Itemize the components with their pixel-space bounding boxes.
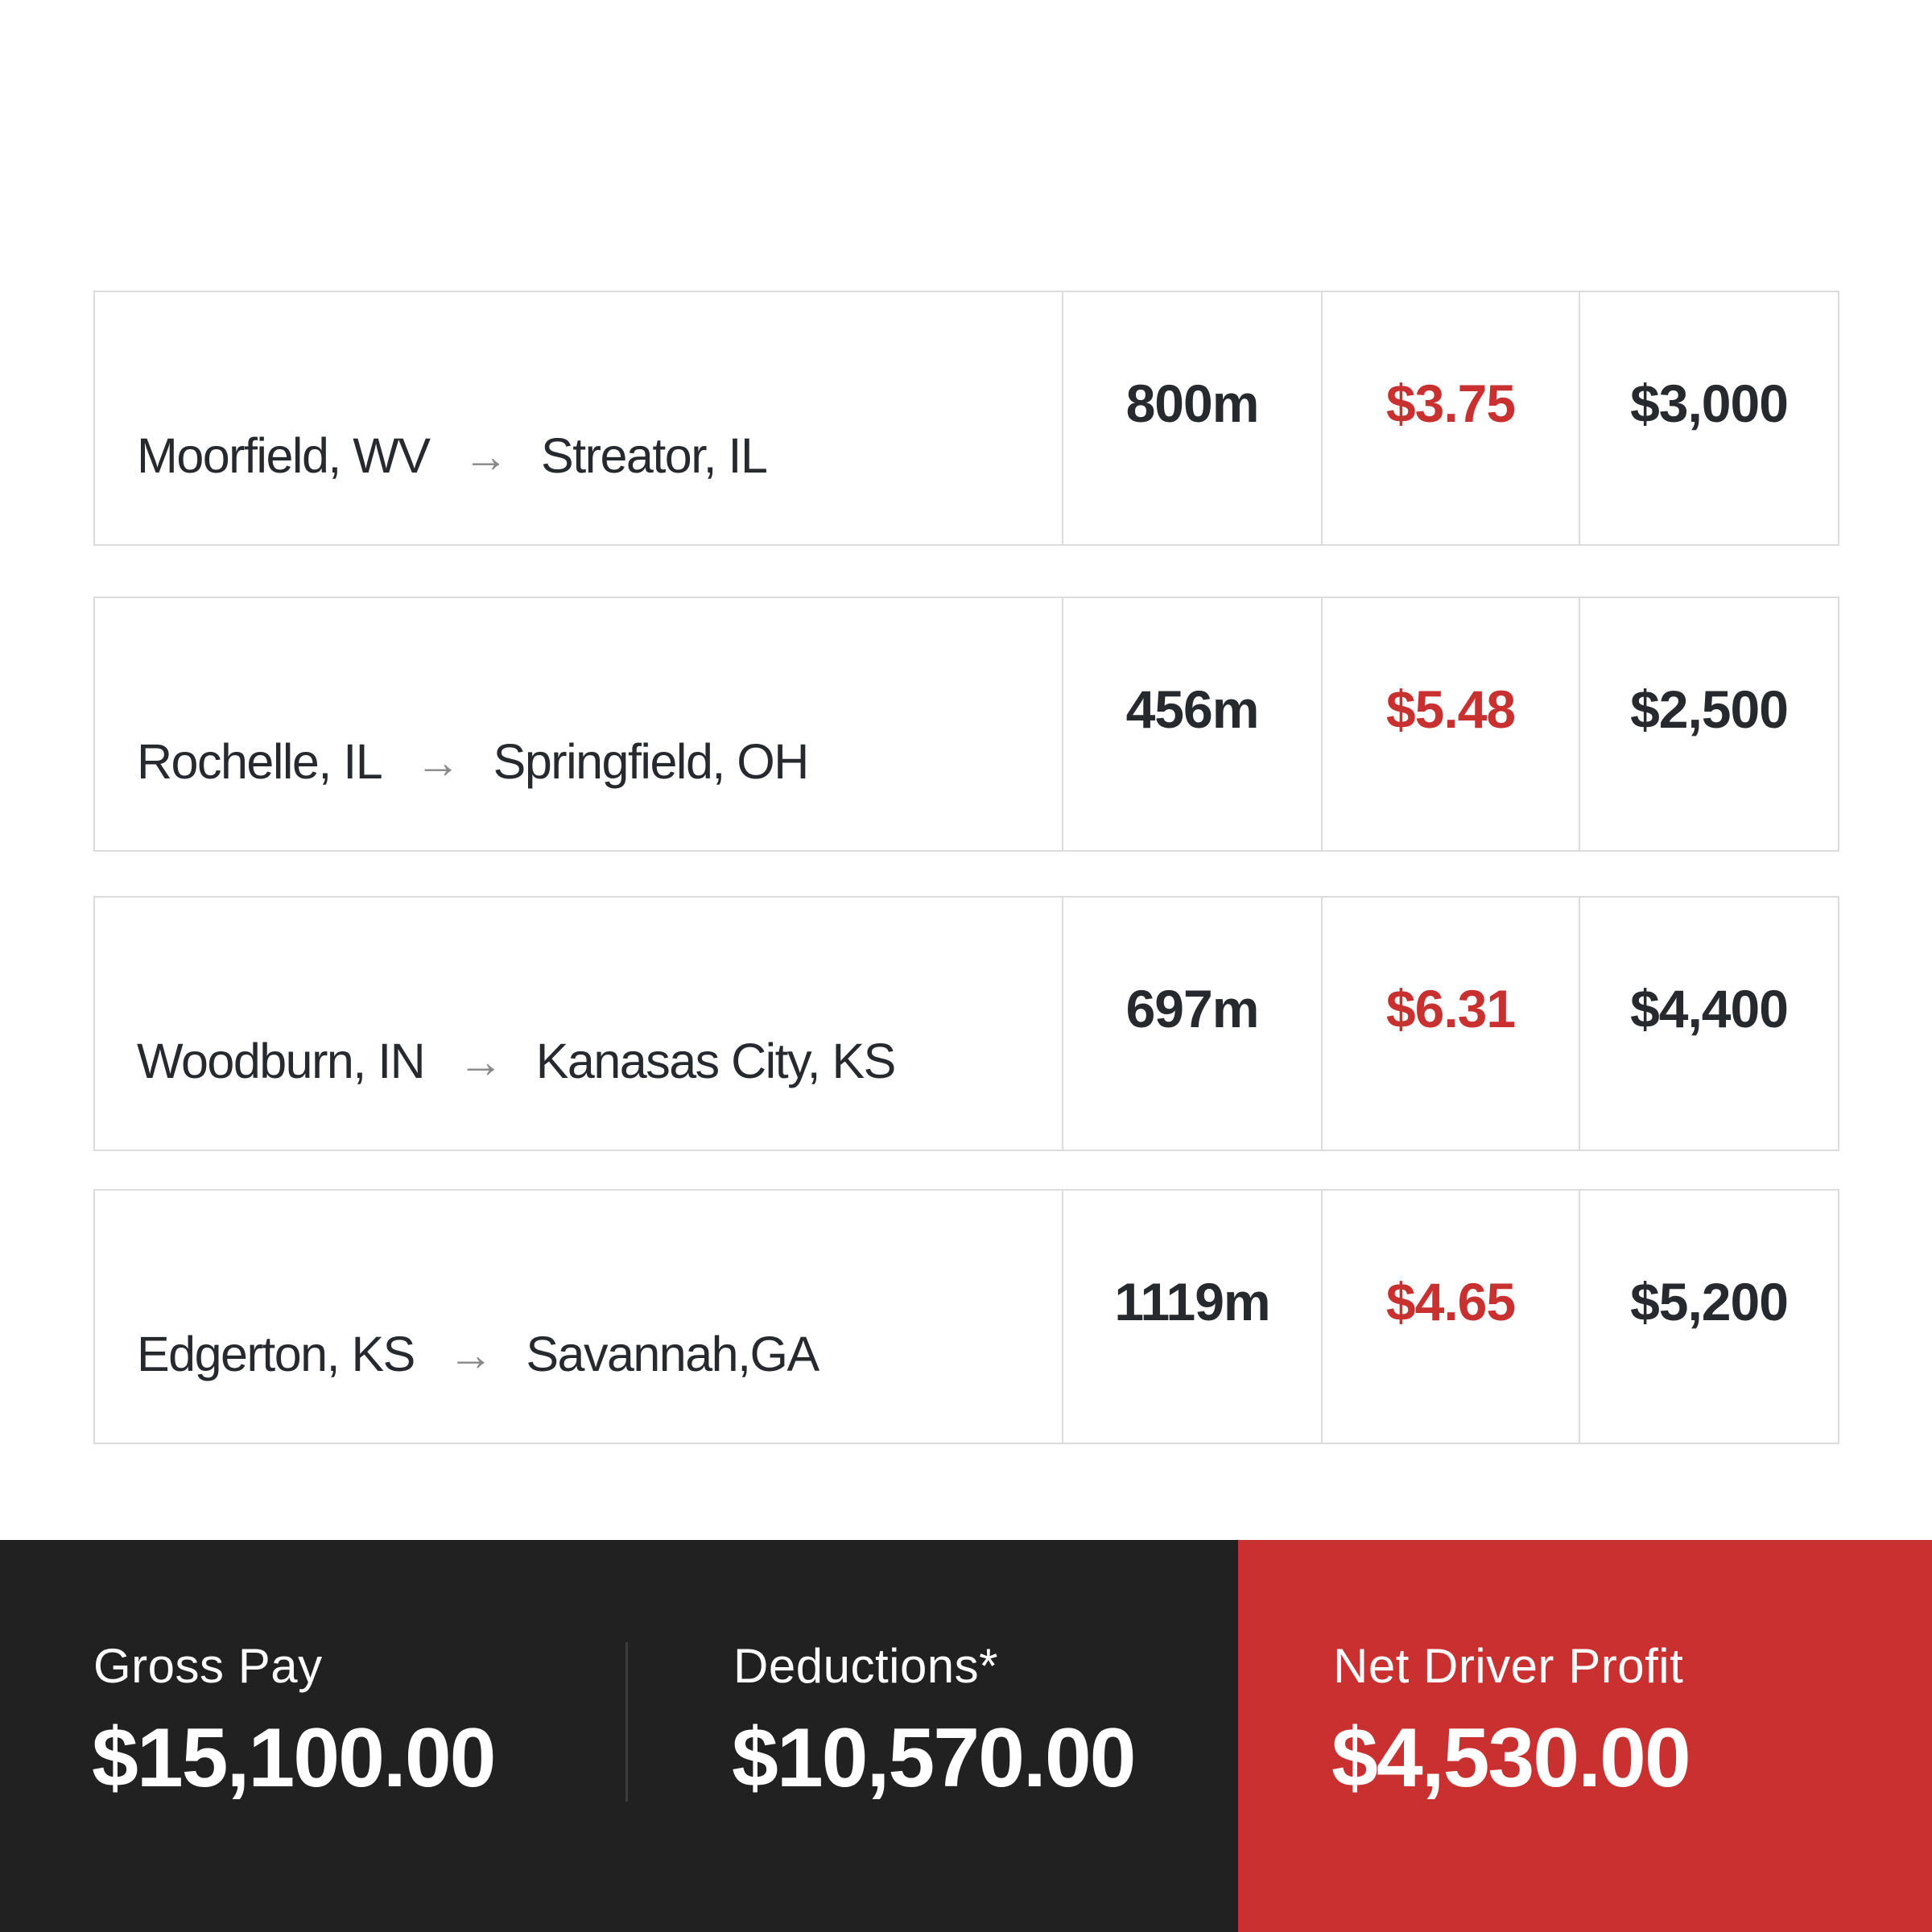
rate-per-mile: $4.65 bbox=[1385, 1272, 1516, 1331]
divider bbox=[625, 1642, 628, 1802]
origin: Edgerton, KS bbox=[137, 1327, 415, 1381]
deductions-value: $10,570.00 bbox=[732, 1711, 1137, 1805]
route: Rochelle, IL → Springfield, OH bbox=[137, 733, 810, 790]
load-pay: $5,200 bbox=[1630, 1272, 1789, 1331]
arrow-right-icon: → bbox=[463, 430, 509, 481]
rate-per-mile: $3.75 bbox=[1385, 374, 1516, 433]
route: Moorfield, WV → Streator, IL bbox=[137, 427, 768, 484]
load-pay: $3,000 bbox=[1630, 374, 1789, 433]
rate-per-mile: $6.31 bbox=[1385, 979, 1516, 1038]
load-pay: $4,400 bbox=[1630, 979, 1789, 1038]
load-row: Rochelle, IL → Springfield, OH 456m $5.4… bbox=[93, 597, 1839, 852]
load-row: Edgerton, KS → Savannah,GA 1119m $4.65 $… bbox=[93, 1189, 1839, 1444]
route: Edgerton, KS → Savannah,GA bbox=[137, 1326, 819, 1382]
miles: 800m bbox=[1125, 374, 1260, 433]
arrow-right-icon: → bbox=[458, 1035, 503, 1087]
load-row: Moorfield, WV → Streator, IL 800m $3.75 … bbox=[93, 291, 1839, 546]
arrow-right-icon: → bbox=[415, 736, 460, 787]
rate-per-mile: $5.48 bbox=[1385, 679, 1516, 739]
load-row: Woodburn, IN → Kanasas City, KS 697m $6.… bbox=[93, 896, 1839, 1151]
destination: Streator, IL bbox=[541, 428, 768, 483]
miles: 456m bbox=[1125, 679, 1260, 739]
origin: Rochelle, IL bbox=[137, 734, 383, 789]
destination: Springfield, OH bbox=[493, 734, 810, 789]
gross-pay-value: $15,100.00 bbox=[92, 1711, 497, 1805]
gross-pay-label: Gross Pay bbox=[93, 1639, 323, 1693]
destination: Kanasas City, KS bbox=[535, 1034, 897, 1088]
miles: 1119m bbox=[1114, 1272, 1270, 1331]
summary-bar: Gross Pay $15,100.00 Deductions* $10,570… bbox=[0, 1540, 1932, 1932]
net-profit-label: Net Driver Profit bbox=[1333, 1639, 1684, 1693]
deductions-label: Deductions* bbox=[733, 1639, 999, 1693]
arrow-right-icon: → bbox=[448, 1328, 493, 1380]
origin: Moorfield, WV bbox=[137, 428, 431, 483]
net-profit-panel: Net Driver Profit $4,530.00 bbox=[1238, 1540, 1932, 1932]
destination: Savannah,GA bbox=[526, 1327, 819, 1381]
net-profit-value: $4,530.00 bbox=[1331, 1711, 1691, 1805]
load-pay: $2,500 bbox=[1630, 679, 1789, 739]
route: Woodburn, IN → Kanasas City, KS bbox=[137, 1033, 897, 1089]
miles: 697m bbox=[1125, 979, 1260, 1038]
origin: Woodburn, IN bbox=[137, 1034, 426, 1088]
